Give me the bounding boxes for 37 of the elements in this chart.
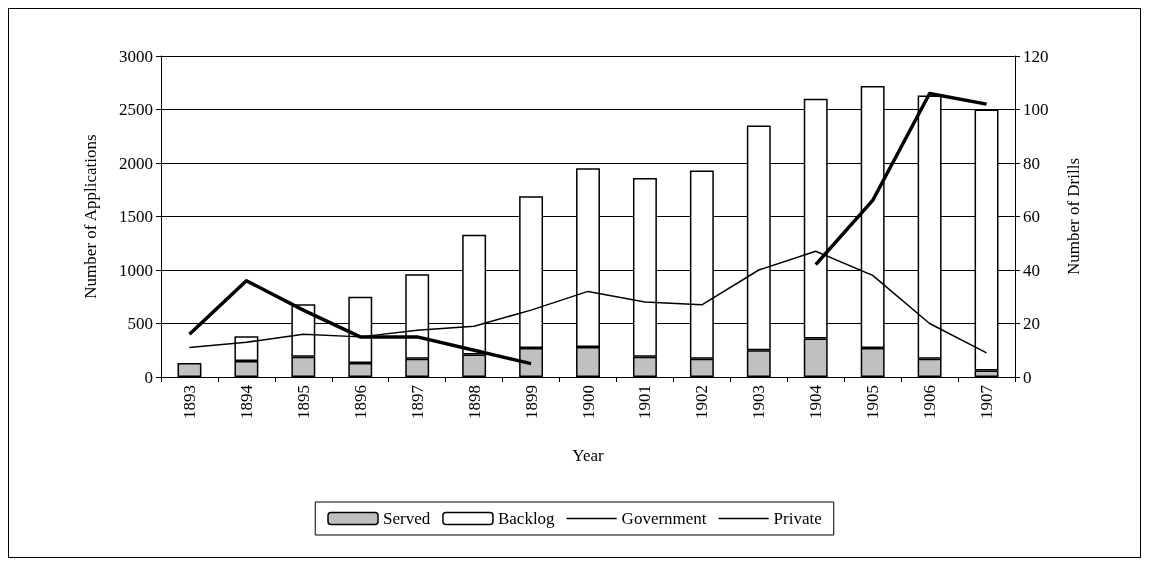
y2-tick-label: 120 — [1023, 46, 1049, 66]
bar — [177, 363, 202, 377]
x-tick-label: 1903 — [749, 385, 769, 419]
y2-tick-label: 0 — [1023, 367, 1032, 387]
y-tick-label: 0 — [144, 367, 153, 387]
y-tick-label: 2000 — [119, 153, 153, 173]
x-tick-label: 1899 — [521, 385, 541, 419]
x-tick-label: 1906 — [920, 385, 940, 419]
legend-label: Served — [383, 509, 431, 528]
x-tick-label: 1894 — [236, 384, 256, 419]
x-tick-label: 1893 — [179, 385, 199, 419]
y-tick-label: 2500 — [119, 100, 153, 119]
y-tick-label: 3000 — [119, 46, 153, 66]
x-tick-label: 1896 — [350, 385, 370, 419]
x-tick-label: 1905 — [863, 385, 883, 419]
y2-tick-label: 20 — [1023, 314, 1040, 333]
y2-tick-label: 100 — [1023, 100, 1049, 119]
y2-tick-label: 60 — [1023, 207, 1040, 226]
y-tick-label: 1500 — [119, 207, 153, 226]
x-tick-label: 1904 — [806, 384, 826, 419]
x-tick-label: 1900 — [578, 385, 598, 419]
x-tick-label: 1901 — [635, 385, 655, 419]
x-tick-label: 1902 — [692, 385, 712, 419]
x-axis-title: Year — [572, 446, 604, 465]
y2-tick-label: 40 — [1023, 260, 1040, 280]
y-tick-label: 1000 — [119, 260, 153, 280]
x-tick-label: 1907 — [977, 384, 997, 419]
x-tick-label: 1897 — [407, 384, 427, 419]
legend-label: Private — [773, 509, 822, 528]
y-axis-title: Number of Applications — [81, 134, 100, 299]
x-tick-label: 1895 — [293, 385, 313, 419]
legend-label: Government — [621, 509, 707, 528]
y-tick-label: 500 — [127, 314, 153, 333]
y2-tick-label: 80 — [1023, 153, 1040, 173]
x-tick-label: 1898 — [464, 385, 484, 419]
y2-axis-title: Number of Drills — [1064, 157, 1083, 276]
legend-label: Backlog — [497, 509, 556, 528]
